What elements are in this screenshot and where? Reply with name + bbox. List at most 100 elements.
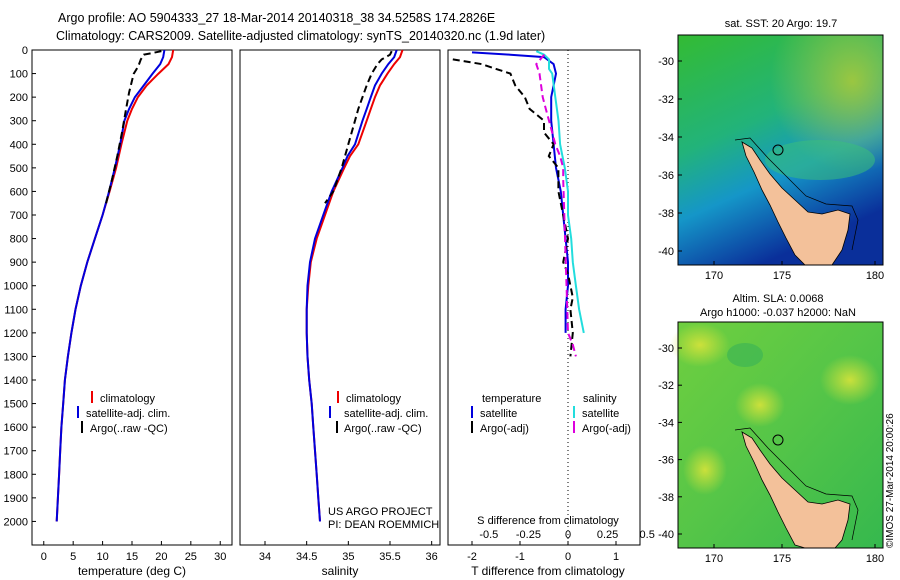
salinity-axes	[239, 49, 441, 546]
lat-tick-label: -30	[658, 343, 674, 355]
sla-blob	[735, 383, 785, 427]
lat-tick-label: -34	[658, 417, 674, 429]
temperature-panel: 0100200300400500600700800900100011001200…	[4, 45, 233, 578]
depth-tick-label: 900	[10, 257, 28, 269]
depth-tick-label: 500	[10, 163, 28, 175]
sla-land	[741, 431, 851, 549]
sst-contour	[734, 137, 859, 251]
depth-tick-label: 200	[10, 92, 28, 104]
sst-argo-marker	[772, 144, 784, 156]
lon-tick-label: 170	[705, 553, 723, 565]
depth-tick-label: 1600	[4, 422, 28, 434]
difference-axes	[447, 49, 641, 546]
lat-tick-label: -40	[658, 529, 674, 541]
sla-contour	[734, 427, 859, 541]
sla-blob	[683, 445, 727, 495]
lat-tick-label: -30	[658, 56, 674, 68]
x-tick-label: 0	[41, 551, 47, 563]
header-line2: Climatology: CARS2009. Satellite-adjuste…	[56, 29, 545, 43]
x-tick-label: 10	[96, 551, 108, 563]
temperature-ticks: 0 5 10 15 20 25 30	[41, 541, 226, 563]
series-line-2	[105, 50, 162, 204]
sst-map-ticks: -30 -32 -34 -36 -38 -40 170 175 180	[658, 56, 884, 282]
x-tick-label: 35	[342, 551, 354, 563]
legend-sal-argo: Argo(-adj)	[582, 423, 631, 435]
depth-tick-label: 1100	[4, 304, 28, 316]
x-tick-label: 25	[185, 551, 197, 563]
x-tick-label: 35.5	[379, 551, 400, 563]
legend-satellite: satellite-adj. clim.	[86, 408, 170, 420]
sst-map-frame	[677, 34, 884, 266]
sla-map-ticks: -30 -32 -34 -36 -38 -40 170 175 180	[658, 343, 884, 565]
lon-tick-label: 170	[705, 270, 723, 282]
lat-tick-label: -32	[658, 380, 674, 392]
depth-tick-label: 1400	[4, 375, 28, 387]
salinity-lines	[305, 49, 404, 522]
x-tick-label: 5	[70, 551, 76, 563]
temperature-axes	[31, 49, 233, 546]
s-difference-label: S difference from climatology	[477, 515, 619, 527]
lat-tick-label: -38	[658, 492, 674, 504]
sla-blob	[670, 323, 730, 367]
header-line1: Argo profile: AO 5904333_27 18-Mar-2014 …	[58, 11, 495, 25]
salinity-xlabel: salinity	[322, 564, 359, 578]
x-tick-label: -1	[515, 551, 525, 563]
difference-line-2	[535, 50, 585, 334]
sst-mid-patch	[765, 140, 875, 180]
depth-ticks: 0 100 200 300 400 500 600 700 800 900 1000 1100 1200…	[4, 45, 36, 528]
depth-tick-label: 100	[10, 69, 28, 81]
lon-tick-label: 180	[866, 270, 884, 282]
temperature-xlabel: temperature (deg C)	[78, 564, 186, 578]
lat-tick-label: -36	[658, 455, 674, 467]
difference-legend: temperature salinity satellite Argo(-adj…	[471, 393, 631, 435]
depth-tick-label: 2000	[4, 516, 28, 528]
depth-tick-label: 300	[10, 116, 28, 128]
difference-line-1	[452, 58, 574, 357]
x-tick-label: 30	[214, 551, 226, 563]
x-tick-label: 36	[426, 551, 438, 563]
depth-tick-label: 0	[22, 45, 28, 57]
difference-line-3	[535, 54, 577, 357]
salinity-panel: 34 34.5 35 35.5 36 salinity climatology sate…	[239, 49, 441, 578]
s-tick-label: 0.25	[597, 529, 618, 541]
depth-tick-label: 1000	[4, 281, 28, 293]
credit-label: ©IMOS 27-Mar-2014 20:00:26	[885, 413, 896, 548]
sst-map-title: sat. SST: 20 Argo: 19.7	[725, 18, 838, 30]
legend-satellite: satellite-adj. clim.	[344, 408, 428, 420]
depth-tick-label: 1300	[4, 351, 28, 363]
series-line-1	[55, 49, 166, 522]
s-tick-label: 0	[565, 529, 571, 541]
sla-map-title: Altim. SLA: 0.0068	[732, 293, 823, 305]
lat-tick-label: -38	[658, 208, 674, 220]
sst-map: sat. SST: 20 Argo: 19.7 -30-32-34-36-38-…	[658, 18, 884, 282]
s-tick-label: -0.5	[479, 529, 498, 541]
legend-climatology: climatology	[100, 393, 156, 405]
lat-tick-label: -40	[658, 246, 674, 258]
legend-temp-argo: Argo(-adj)	[480, 423, 529, 435]
project-label: US ARGO PROJECT	[328, 506, 433, 518]
lon-tick-label: 180	[866, 553, 884, 565]
x-tick-label: 34	[259, 551, 271, 563]
x-tick-label: 20	[155, 551, 167, 563]
legend-argo: Argo(..raw -QC)	[90, 423, 168, 435]
t-difference-label: T difference from climatology	[471, 564, 625, 578]
sla-map: Altim. SLA: 0.0068 Argo h1000: -0.037 h2…	[658, 293, 884, 565]
depth-tick-label: 400	[10, 139, 28, 151]
lat-tick-label: -32	[658, 94, 674, 106]
legend-salinity-header: salinity	[583, 393, 617, 405]
s-tick-label: 0.5	[640, 529, 655, 541]
legend-temp-satellite: satellite	[480, 408, 517, 420]
pi-label: PI: DEAN ROEMMICH	[328, 519, 439, 531]
depth-tick-label: 600	[10, 186, 28, 198]
x-tick-label: 34.5	[296, 551, 317, 563]
legend-sal-satellite: satellite	[582, 408, 619, 420]
lon-tick-label: 175	[773, 270, 791, 282]
sla-map-subtitle: Argo h1000: -0.037 h2000: NaN	[700, 307, 856, 319]
difference-lines	[452, 50, 585, 357]
depth-tick-label: 1500	[4, 399, 28, 411]
legend-temperature-header: temperature	[482, 393, 541, 405]
temperature-legend: climatology satellite-adj. clim. Argo(..…	[77, 391, 170, 435]
s-tick-label: -0.25	[516, 529, 541, 541]
x-tick-label: 0	[565, 551, 571, 563]
